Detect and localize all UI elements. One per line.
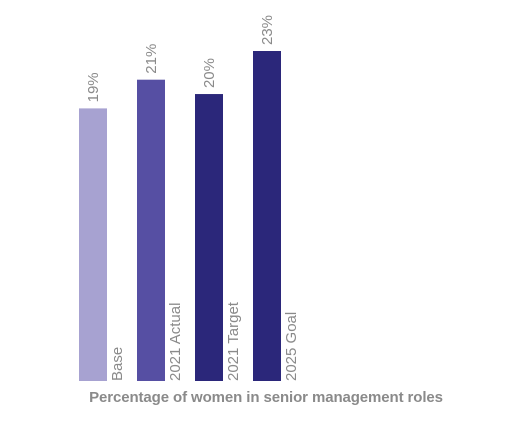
bar-2021-actual xyxy=(137,79,165,382)
value-label: 19% xyxy=(85,72,102,102)
bar-2021-target xyxy=(195,94,223,381)
value-label: 21% xyxy=(143,44,160,74)
category-label: 2025 Goal xyxy=(283,312,300,381)
category-label: Base xyxy=(109,347,126,381)
category-label: 2021 Actual xyxy=(167,303,184,381)
chart-caption: Percentage of women in senior management… xyxy=(89,389,443,406)
value-label: 23% xyxy=(259,15,276,45)
bar-2025-goal xyxy=(253,51,281,381)
category-label: 2021 Target xyxy=(225,301,242,381)
bar-base xyxy=(79,108,107,382)
value-label: 20% xyxy=(201,58,218,88)
